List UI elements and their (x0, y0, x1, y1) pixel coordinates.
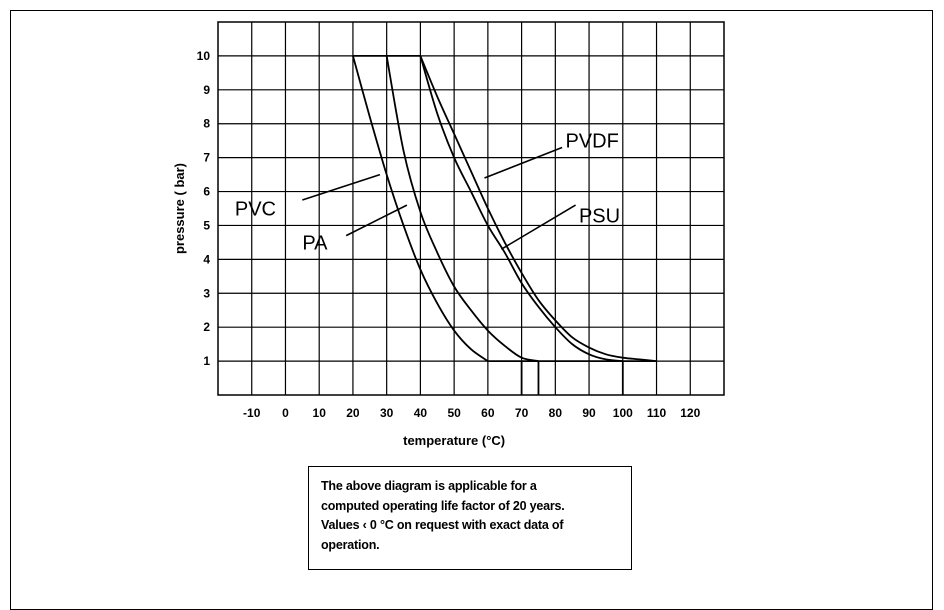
y-tick-label: 2 (203, 320, 210, 334)
series-label-pvc: PVC (235, 199, 276, 221)
x-tick-label: 20 (346, 406, 360, 420)
series-line-pvc (352, 55, 489, 362)
x-tick-label: 10 (313, 406, 327, 420)
x-tick-label: 60 (481, 406, 495, 420)
series-line-psu (419, 55, 623, 362)
x-axis-label: temperature (°C) (403, 433, 505, 448)
x-tick-label: 110 (647, 406, 667, 420)
y-tick-label: 8 (203, 117, 210, 131)
y-tick-label: 6 (203, 185, 210, 199)
x-tick-label: -10 (243, 406, 261, 420)
x-tick-label: 50 (447, 406, 461, 420)
note-line-2: computed operating life factor of 20 yea… (321, 498, 565, 513)
x-tick-label: 30 (380, 406, 394, 420)
x-tick-label: 40 (414, 406, 428, 420)
chart-grid (217, 21, 725, 396)
x-tick-label: 70 (515, 406, 529, 420)
x-tick-label: 80 (549, 406, 563, 420)
y-tick-label: 3 (203, 286, 210, 300)
series-line-pvdf (419, 55, 657, 362)
label-leader-lines (302, 146, 576, 250)
x-tick-label: 90 (582, 406, 596, 420)
leader-pvc (302, 173, 381, 201)
note-line-3: Values ‹ 0 °C on request with exact data… (321, 518, 564, 532)
leader-pa (345, 204, 408, 237)
series-line-pa (385, 55, 539, 362)
series-label-psu: PSU (579, 205, 620, 227)
note-box: The above diagram is applicable for a co… (308, 466, 632, 570)
series-label-pa: PA (302, 232, 328, 254)
leader-pvdf (484, 146, 563, 179)
pressure-temperature-chart: -10 0 10 20 30 40 50 60 70 80 90 100 110 120 1 2 3 4 5 6 7 8 9… (172, 21, 725, 448)
x-tick-label: 100 (613, 406, 633, 420)
note-line-1: The above diagram is applicable for a (321, 479, 537, 493)
chart-curves (352, 55, 657, 395)
y-axis-label: pressure ( bar) (172, 163, 187, 254)
plot-border (217, 21, 725, 396)
y-tick-label: 5 (203, 218, 210, 232)
x-tick-label: 120 (680, 406, 700, 420)
series-label-pvdf: PVDF (565, 131, 618, 153)
y-tick-label: 1 (203, 354, 210, 368)
chart-labels: -10 0 10 20 30 40 50 60 70 80 90 100 110 120 1 2 3 4 5 6 7 8 9… (172, 49, 701, 448)
x-tick-label: 0 (282, 406, 289, 420)
y-tick-label: 4 (203, 252, 210, 266)
note-line-4: operation. (321, 537, 380, 552)
leader-psu (500, 204, 576, 250)
y-tick-label: 7 (203, 151, 210, 165)
y-tick-label: 9 (203, 83, 210, 97)
y-tick-label: 10 (197, 49, 211, 63)
